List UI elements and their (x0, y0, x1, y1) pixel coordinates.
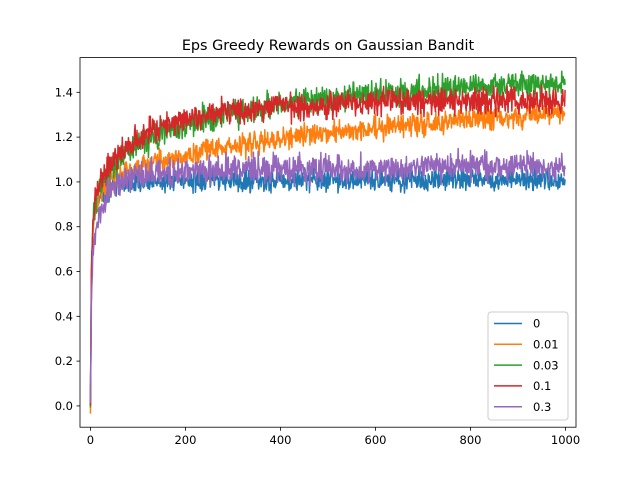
y-tick-label: 1.4 (55, 85, 73, 99)
legend-label: 0.03 (533, 358, 559, 372)
y-tick-label: 0.0 (55, 399, 73, 413)
y-tick-label: 0.2 (55, 354, 73, 368)
y-tick-label: 1.2 (55, 130, 73, 144)
legend-box (487, 311, 569, 421)
series-line-5 (89, 147, 566, 404)
plot-frame (79, 57, 577, 428)
y-tick-label: 1.0 (55, 175, 73, 189)
x-tick-label: 400 (270, 433, 292, 447)
x-axis-ticks: 0 200 400 600 800 1000 (87, 427, 580, 447)
x-tick-label: 600 (365, 433, 387, 447)
y-axis-ticks: 0.0 0.2 0.4 0.6 0.8 1.0 1.2 1.4 (55, 85, 80, 413)
y-tick-label: 0.6 (55, 265, 73, 279)
legend-label: 0.3 (533, 400, 551, 414)
x-tick-label: 1000 (551, 433, 580, 447)
series-line-2 (89, 102, 566, 414)
x-tick-label: 0 (87, 433, 94, 447)
series-group (89, 70, 566, 414)
legend-label: 0.01 (533, 338, 559, 352)
chart-title: Eps Greedy Rewards on Gaussian Bandit (182, 38, 475, 54)
legend-label: 0.1 (533, 379, 551, 393)
y-tick-label: 0.4 (55, 309, 73, 323)
legend-label: 0 (533, 317, 540, 331)
y-tick-label: 0.8 (55, 220, 73, 234)
legend: 0 0.01 0.03 0.1 0.3 (487, 311, 569, 421)
x-tick-label: 800 (460, 433, 482, 447)
series-line-4 (89, 83, 566, 406)
x-tick-label: 200 (174, 433, 196, 447)
